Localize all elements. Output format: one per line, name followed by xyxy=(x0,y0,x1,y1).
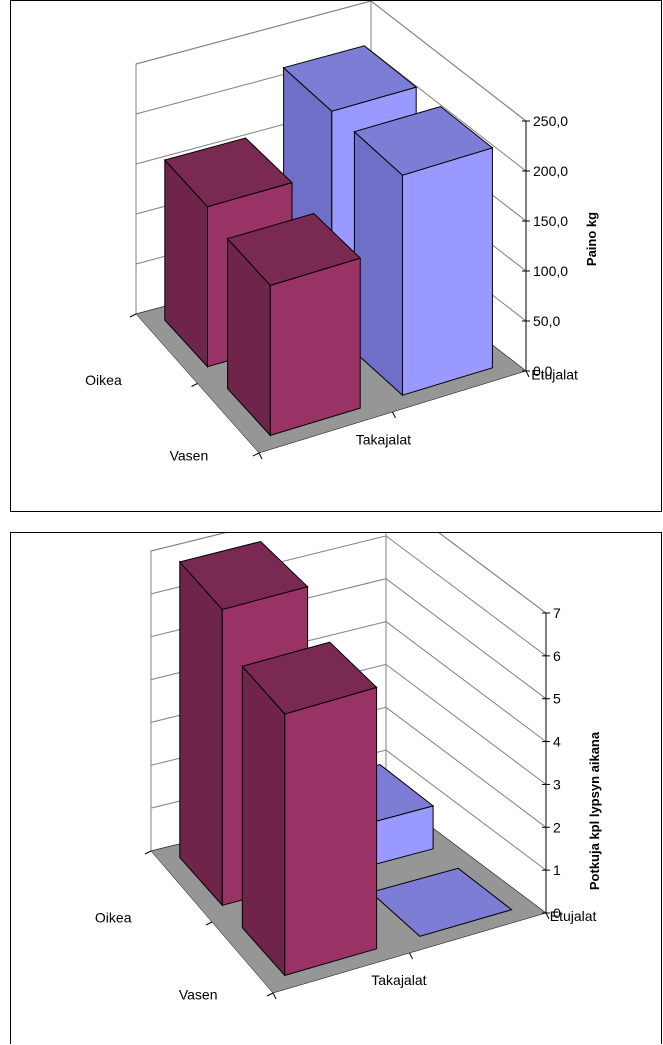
k-gridline xyxy=(150,533,547,614)
weight-chart-svg: 0,0 50,0 100,0 150,0 200,0 250,0 Paino kg Oikea… xyxy=(85,1,599,463)
w-bar-takajalat-vasen-front xyxy=(269,257,361,437)
w-bar-etujalat-vasen-top xyxy=(353,105,494,176)
w-gridline xyxy=(135,1,527,122)
w-bar-etujalat-vasen-side xyxy=(353,130,403,397)
k-value-tick-label: 7 xyxy=(553,605,561,621)
w-series-label: Vasen xyxy=(170,447,209,463)
w-series-tick xyxy=(252,452,260,457)
k-bar-takajalat-oikea-top xyxy=(178,540,309,611)
w-value-tick-label: 250,0 xyxy=(533,113,568,129)
w-category-tick xyxy=(525,370,530,378)
w-bar-etujalat-vasen-front xyxy=(402,147,493,396)
k-value-tick-label: 3 xyxy=(553,776,561,792)
w-series-tick xyxy=(129,313,137,318)
w-category-label: Takajalat xyxy=(356,432,411,448)
k-value-axis-title: Potkuja kpl lypsyn aikana xyxy=(587,731,602,890)
k-category-label: Takajalat xyxy=(371,972,426,988)
k-category-tick xyxy=(409,952,413,960)
w-bar-takajalat-oikea-top xyxy=(163,137,293,208)
k-value-tick-label: 4 xyxy=(553,734,561,750)
w-value-tick-label: 200,0 xyxy=(533,163,568,179)
kicks-chart-svg: 0 1 2 3 4 5 6 7 Potkuja kpl lypsyn aikana Oikea Va… xyxy=(95,533,602,1003)
k-value-tick-label: 2 xyxy=(553,819,561,835)
k-category-tick xyxy=(272,992,277,1000)
w-value-tick-label: 150,0 xyxy=(533,213,568,229)
w-value-tick-label: 100,0 xyxy=(533,263,568,279)
k-bar-takajalat-vasen-front xyxy=(284,686,378,977)
k-series-tick xyxy=(205,921,213,926)
k-bar-etujalat-vasen-top xyxy=(369,867,513,937)
k-series-tick xyxy=(266,992,274,997)
w-bar-takajalat-vasen-top xyxy=(226,212,362,286)
w-value-tick-label: 0,0 xyxy=(533,363,553,379)
w-series-label: Oikea xyxy=(85,372,122,388)
w-bar-etujalat-oikea-top xyxy=(282,45,418,112)
k-series-label: Vasen xyxy=(179,987,218,1003)
w-series-tick xyxy=(191,383,198,387)
k-series-tick xyxy=(144,850,152,855)
k-value-tick-label: 0 xyxy=(553,905,561,921)
k-bar-takajalat-vasen-side xyxy=(241,664,286,977)
k-category-label: Etujalat xyxy=(550,908,597,924)
k-value-tick-label: 5 xyxy=(553,691,561,707)
chart-panel-weight: 0,0 50,0 100,0 150,0 200,0 250,0 Paino kg Oikea… xyxy=(10,0,662,512)
k-value-tick-label: 6 xyxy=(553,648,561,664)
w-value-tick-label: 50,0 xyxy=(533,313,560,329)
k-bar-takajalat-vasen-top xyxy=(241,641,378,715)
k-series-label: Oikea xyxy=(95,910,132,926)
w-category-tick xyxy=(258,452,263,460)
k-bar-takajalat-oikea-side xyxy=(179,560,223,907)
k-value-tick-label: 1 xyxy=(553,862,561,878)
w-category-label: Etujalat xyxy=(531,367,578,383)
k-category-tick xyxy=(545,912,550,920)
chart-panel-kicks: 0 1 2 3 4 5 6 7 Potkuja kpl lypsyn aikana Oikea Va… xyxy=(10,532,662,1044)
w-category-tick xyxy=(392,411,396,419)
w-value-axis-title: Paino kg xyxy=(584,212,599,266)
